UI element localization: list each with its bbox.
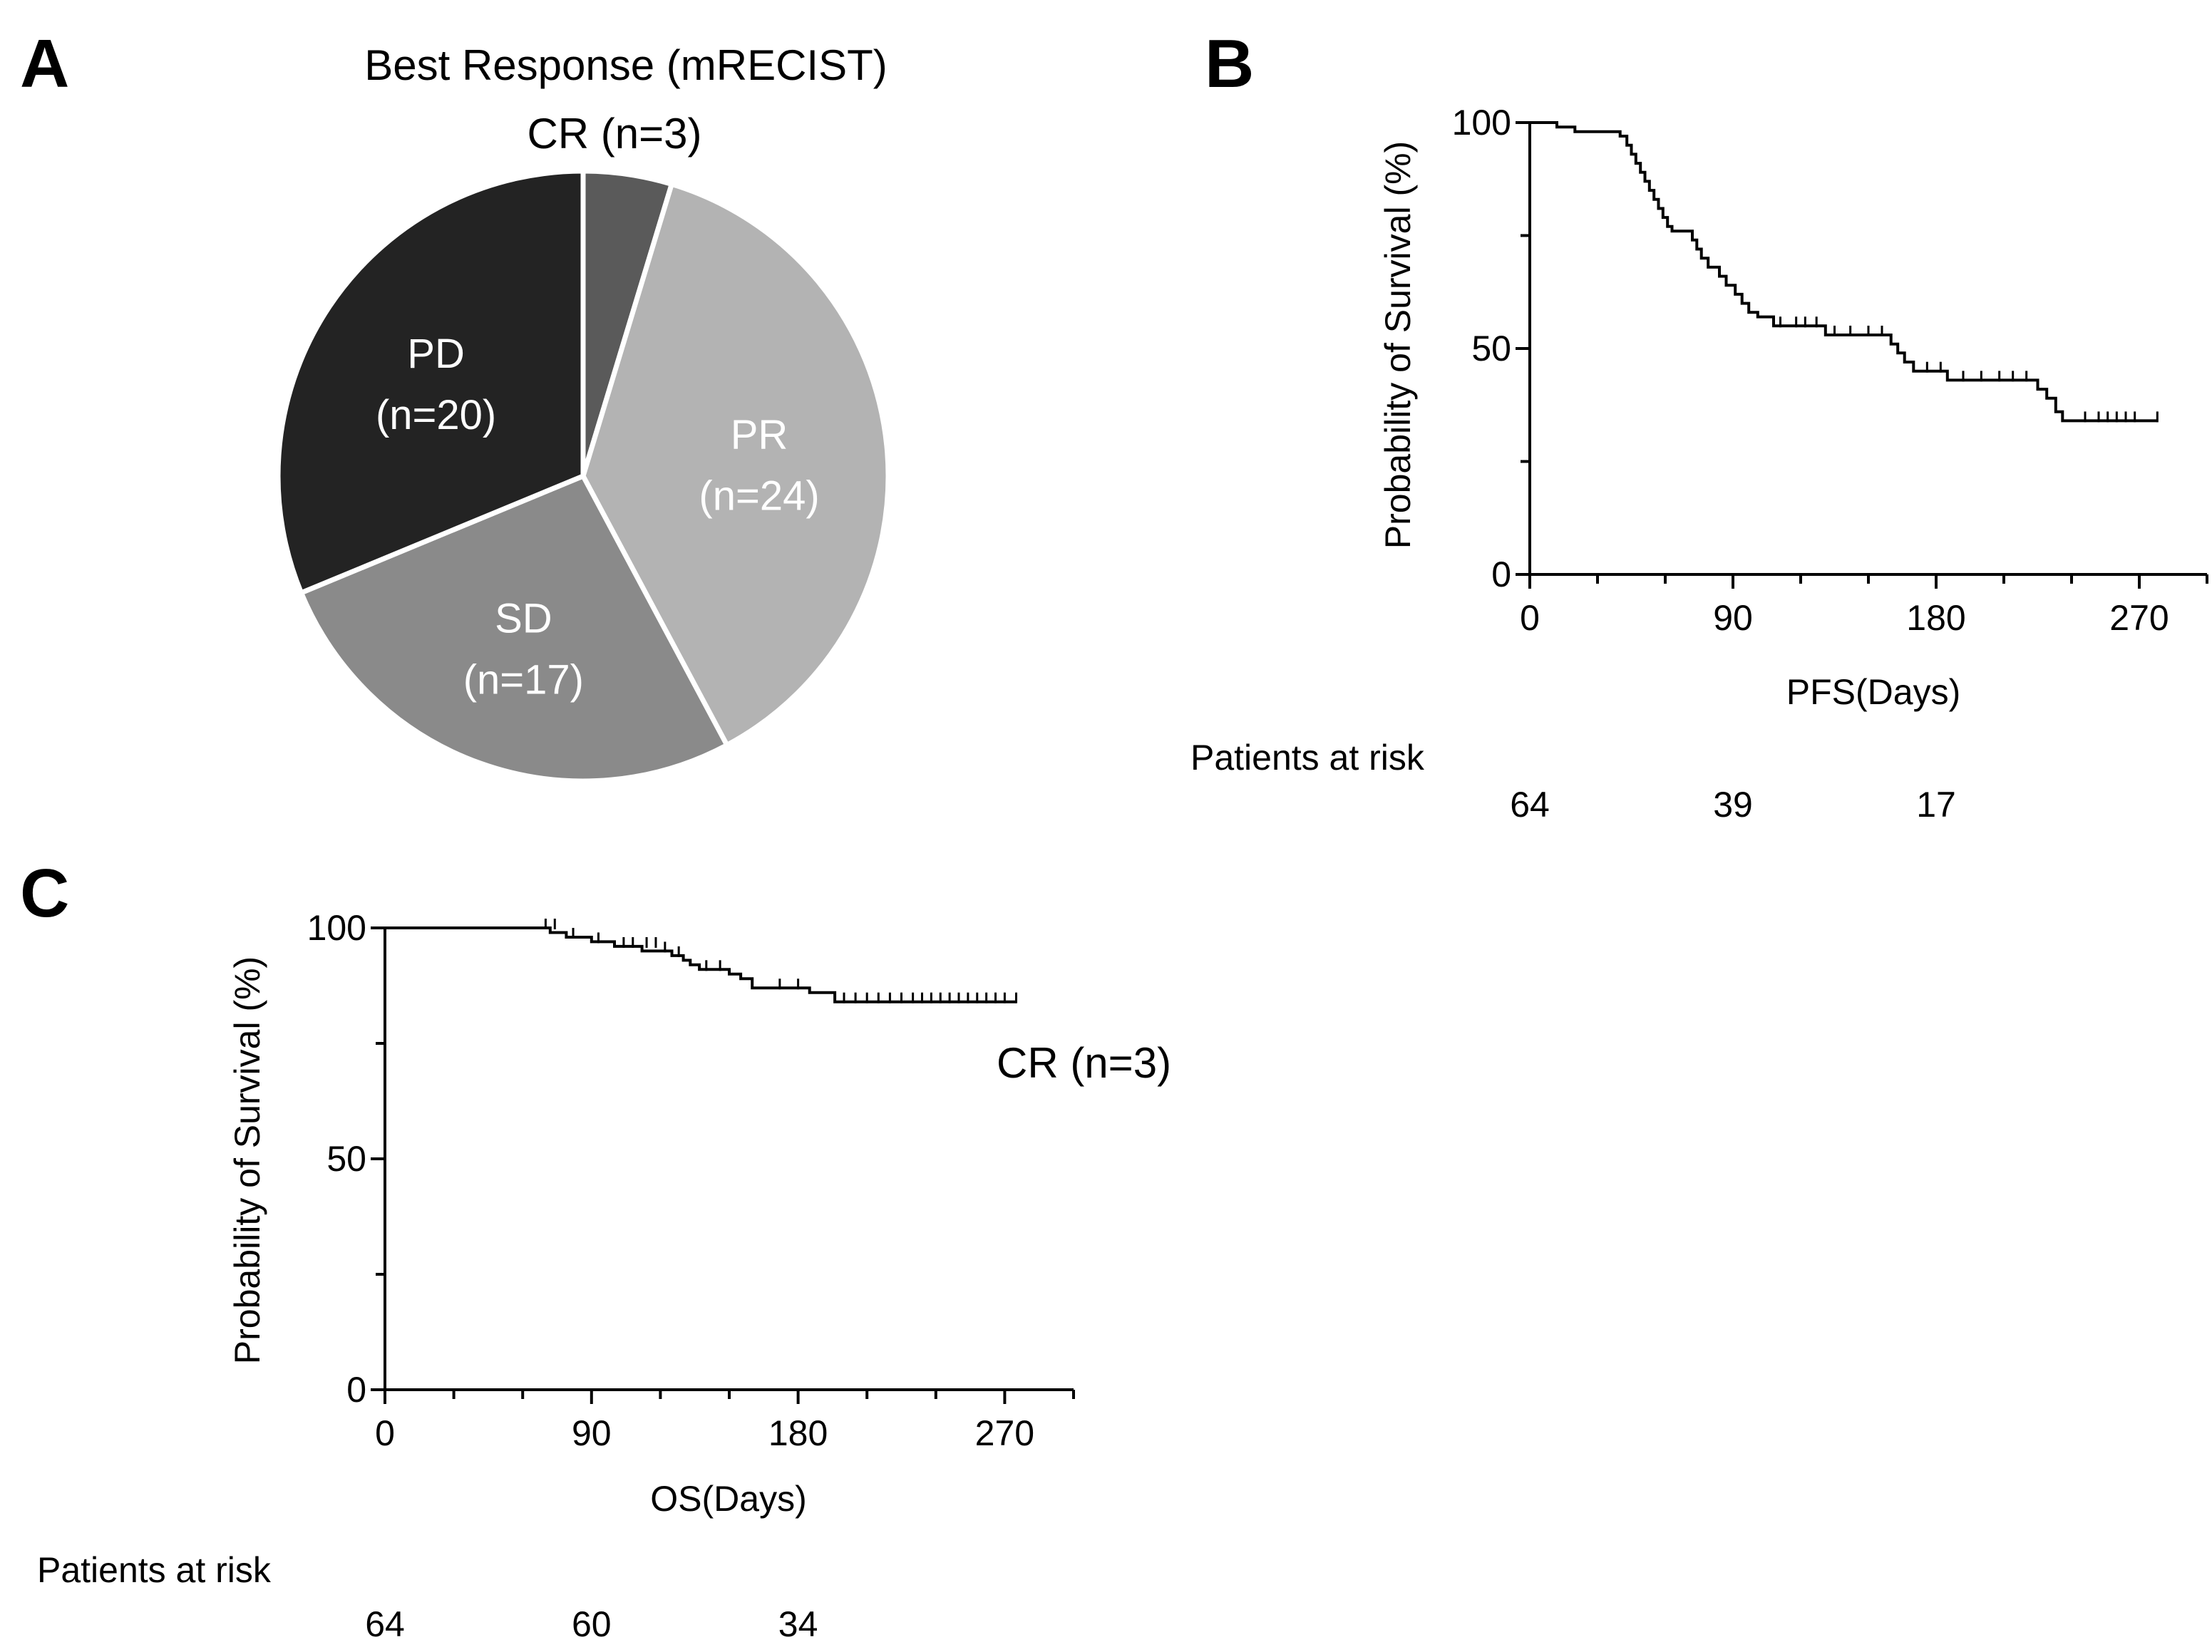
pie-slice-label-pd: PD <box>407 331 465 377</box>
pie-slice-pr <box>580 181 891 749</box>
os-x-tick-label: 180 <box>768 1413 828 1453</box>
pfs-y-tick-label: 100 <box>1452 103 1511 143</box>
pie-slice-count-pr: (n=24) <box>699 473 819 520</box>
pfs-x-axis-label: PFS(Days) <box>1786 672 1960 712</box>
pfs-risk-count: 39 <box>1713 785 1753 825</box>
panel-letter-c: C <box>20 855 69 931</box>
pie-slice-count-pd: (n=20) <box>376 392 496 438</box>
pie-cr-label: CR (n=3) <box>527 110 701 158</box>
os-y-tick-label: 100 <box>307 908 366 948</box>
os-x-tick-label: 0 <box>375 1413 395 1453</box>
pfs-x-tick-label: 90 <box>1713 598 1753 638</box>
os-risk-counts: 64 60 34 <box>365 1604 818 1644</box>
panel-letter-b: B <box>1205 26 1254 102</box>
pfs-risk-count: 64 <box>1510 785 1550 825</box>
panel-a-pie-chart: Best Response (mRECIST) CR (n=3) PR (n=24… <box>275 41 891 784</box>
os-risk-count: 60 <box>572 1604 612 1644</box>
os-survival-curve <box>385 926 1017 1003</box>
pie-slice-pd <box>275 168 586 597</box>
pfs-y-tick-label: 50 <box>1471 329 1511 368</box>
panel-letter-a: A <box>20 26 69 102</box>
pfs-y-tick-label: 0 <box>1491 554 1511 594</box>
os-x-axis-label: OS(Days) <box>650 1479 806 1519</box>
os-y-axis-label: Probability of Survival (%) <box>227 956 267 1364</box>
os-y-tick-label: 50 <box>326 1139 366 1179</box>
pfs-survival-curve <box>1530 121 2158 423</box>
panel-c-os-chart: 0 90 180 270 0 50 100 CR (n=3) OS(Days) Probab… <box>37 908 1171 1644</box>
pfs-risk-title: Patients at risk <box>1190 738 1425 778</box>
os-risk-count: 34 <box>778 1604 818 1644</box>
pie-slice-label-pr: PR <box>731 412 788 458</box>
pfs-x-tick-label: 180 <box>1906 598 1965 638</box>
os-axes: 0 90 180 270 0 50 100 <box>307 908 1075 1453</box>
pfs-x-tick-label: 270 <box>2109 598 2169 638</box>
pfs-y-axis-label: Probability of Survival (%) <box>1378 141 1418 549</box>
os-risk-title: Patients at risk <box>37 1550 272 1590</box>
pfs-risk-counts: 64 39 17 <box>1510 785 1956 825</box>
pie-title: Best Response (mRECIST) <box>364 41 888 89</box>
pfs-censor-marks <box>1779 316 2159 423</box>
pfs-risk-count: 17 <box>1916 785 1956 825</box>
pie-slice-sd <box>298 473 731 784</box>
os-censor-marks <box>544 919 1017 1003</box>
pfs-axes: 0 90 180 270 0 50 100 <box>1452 103 2208 638</box>
pfs-x-tick-label: 0 <box>1520 598 1540 638</box>
pie-slice-label-sd: SD <box>495 596 552 642</box>
os-annotation: CR (n=3) <box>997 1039 1171 1087</box>
pie-slice-count-sd: (n=17) <box>463 657 584 703</box>
pie-slices <box>275 168 891 784</box>
os-x-tick-label: 90 <box>572 1413 612 1453</box>
panel-b-pfs-chart: 0 90 180 270 0 50 100 PFS(Days) Probability of… <box>1190 103 2208 825</box>
pie-labels: PR (n=24) SD (n=17) PD (n=20) <box>376 331 820 703</box>
os-risk-count: 64 <box>365 1604 405 1644</box>
os-y-tick-label: 0 <box>346 1370 366 1410</box>
os-x-tick-label: 270 <box>975 1413 1034 1453</box>
